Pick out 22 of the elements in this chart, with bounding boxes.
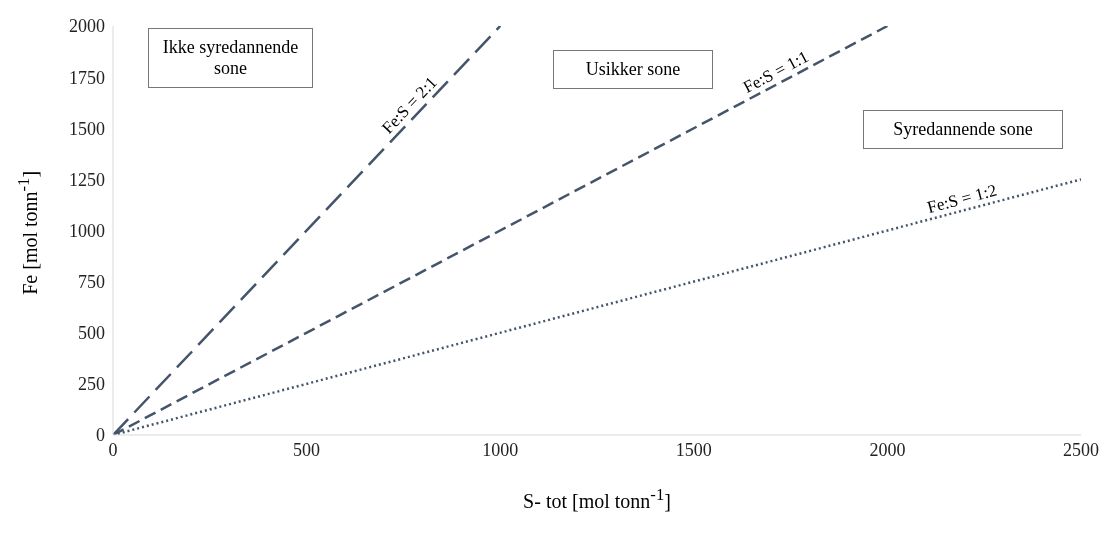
- y-tick-label: 750: [78, 272, 105, 293]
- text-box: Usikker sone: [553, 50, 713, 89]
- text: Fe:S = 1:1: [740, 46, 812, 97]
- x-tick-label: 1000: [482, 439, 519, 460]
- y-tick-label: 1000: [69, 220, 105, 241]
- text: Fe:S = 1:2: [925, 180, 999, 218]
- y-tick-label: 1750: [69, 67, 105, 88]
- x-tick-label: 0: [108, 439, 118, 460]
- x-tick-label: 2000: [869, 439, 906, 460]
- x-tick-label: 2500: [1063, 439, 1099, 460]
- x-tick-label: 500: [293, 439, 321, 460]
- y-tick-label: 1250: [69, 169, 105, 190]
- x-tick-label: 1500: [675, 439, 712, 460]
- y-tick-label: 250: [78, 374, 105, 395]
- x-axis-title: S- tot [mol tonn$^{-1}$]: [522, 485, 672, 513]
- y-tick-label: 2000: [69, 16, 105, 37]
- y-tick-label: 500: [78, 323, 105, 344]
- y-tick-label: 0: [96, 425, 105, 446]
- text: Fe:S = 2:1: [378, 72, 441, 138]
- y-tick-label: 1500: [69, 118, 105, 139]
- text-box: Ikke syredannende sone: [148, 28, 313, 88]
- text-box: Syredannende sone: [863, 110, 1063, 149]
